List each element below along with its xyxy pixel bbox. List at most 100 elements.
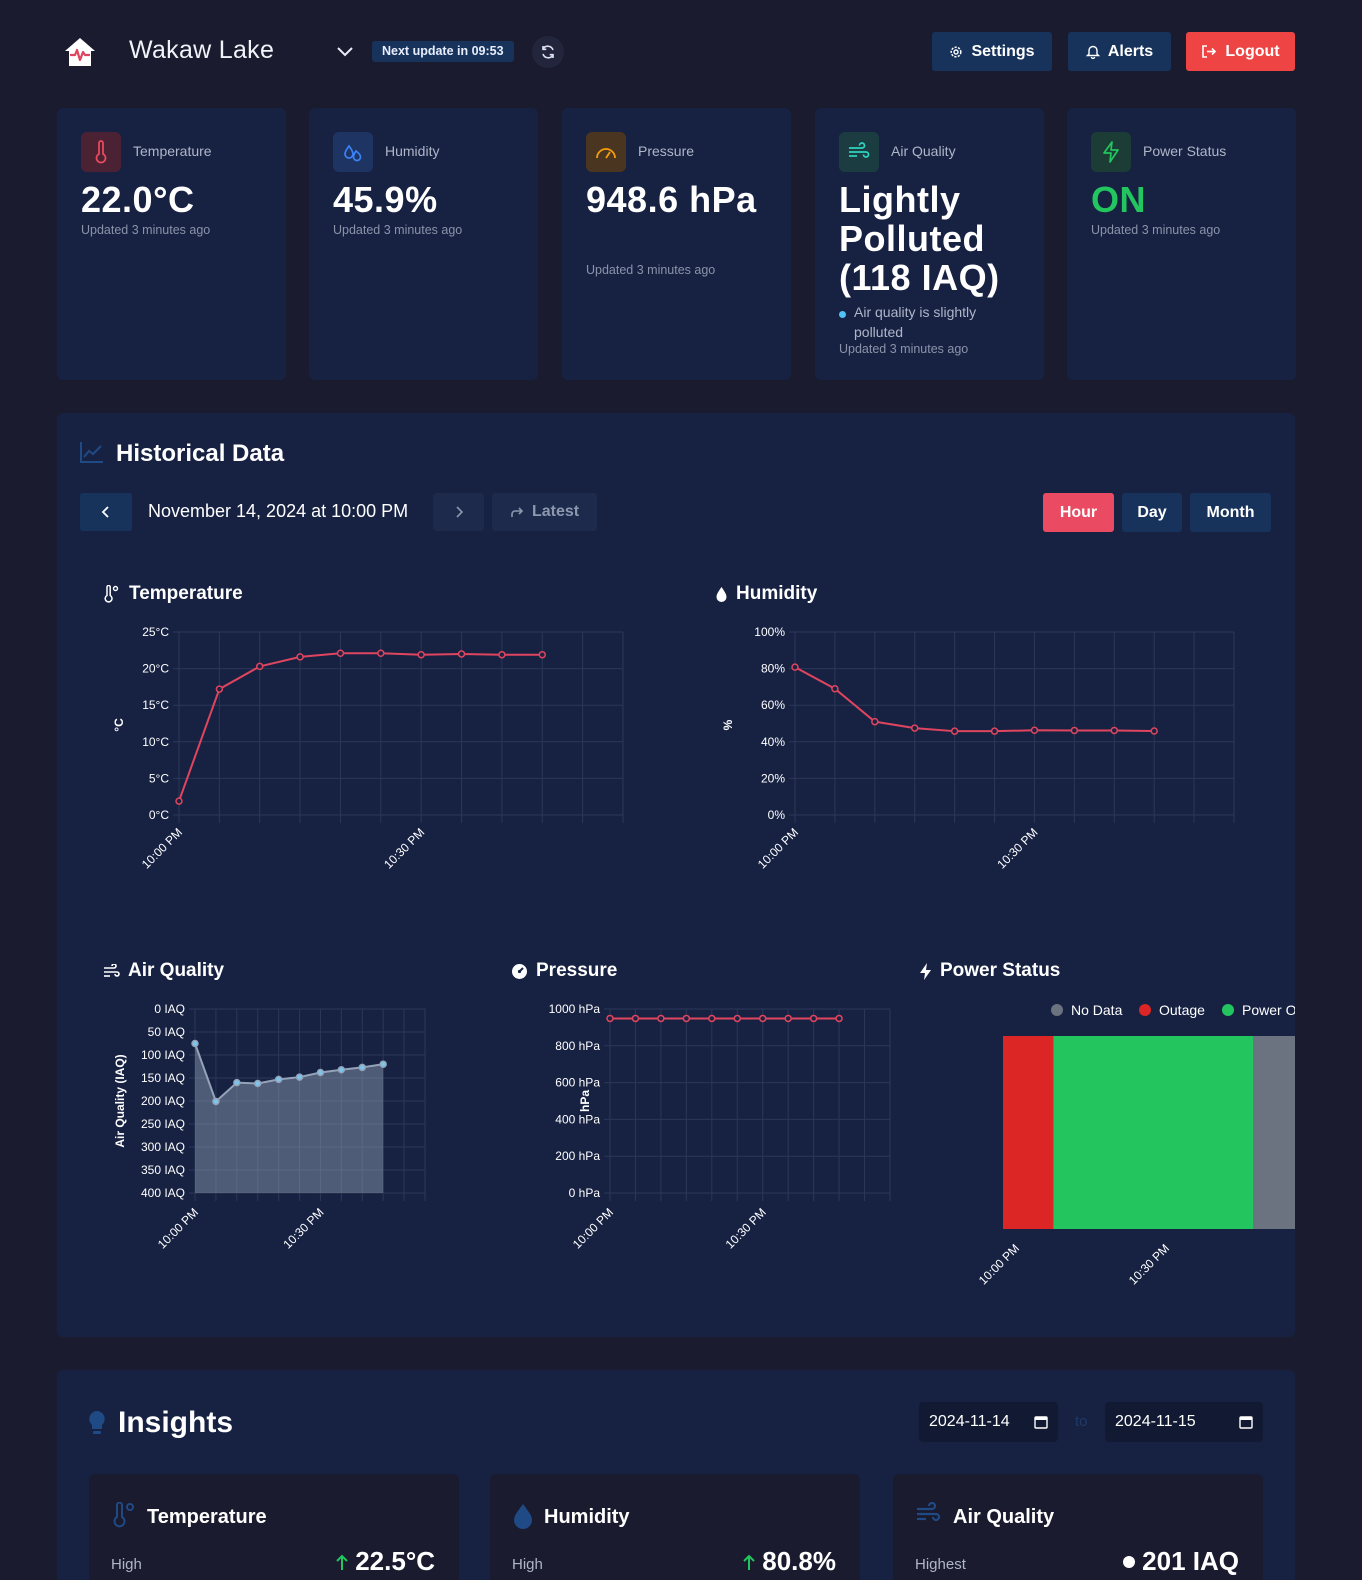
chevron-right-icon xyxy=(455,506,463,518)
data-point xyxy=(274,1075,283,1084)
data-point xyxy=(1110,726,1119,735)
air-quality-note: Air quality is slightly polluted xyxy=(839,302,1009,342)
y-tick-label: 400 hPa xyxy=(555,1112,600,1126)
x-tick-label: 10:30 PM xyxy=(723,1205,769,1251)
settings-button[interactable]: Settings xyxy=(932,32,1052,71)
y-tick-label: 40% xyxy=(761,735,785,749)
legend-swatch xyxy=(1222,1004,1234,1016)
thermometer-icon xyxy=(113,1502,134,1528)
insight-label: High xyxy=(111,1556,142,1573)
calendar-icon[interactable] xyxy=(1239,1415,1253,1429)
y-tick-label: 15°C xyxy=(142,698,169,712)
x-tick-label: 10:30 PM xyxy=(994,825,1040,871)
dot-icon xyxy=(1123,1555,1136,1568)
insight-title: Air Quality xyxy=(953,1506,1055,1528)
lightbulb-icon xyxy=(89,1411,105,1434)
alerts-button[interactable]: Alerts xyxy=(1068,32,1171,71)
insights-panel: Insights 2024-11-14 to 2024-11-15 Temper… xyxy=(57,1370,1295,1580)
humidity-card-label: Humidity xyxy=(385,143,440,159)
from-date-input[interactable]: 2024-11-14 xyxy=(919,1402,1058,1442)
refresh-button[interactable] xyxy=(532,36,564,68)
power-chart: No Data Outage Power On 10:00 PM 10:30 PM xyxy=(976,1002,1295,1287)
y-tick-label: 200 hPa xyxy=(555,1149,600,1163)
data-point xyxy=(191,1039,199,1048)
chevron-down-icon[interactable] xyxy=(335,42,355,62)
data-point xyxy=(457,650,466,658)
y-tick-label: 5°C xyxy=(149,771,169,785)
settings-label: Settings xyxy=(971,42,1035,60)
data-point xyxy=(950,727,959,735)
previous-button[interactable] xyxy=(80,493,132,531)
data-point xyxy=(337,1065,346,1074)
gauge-icon xyxy=(586,132,626,172)
data-point xyxy=(682,1014,691,1023)
x-tick-label: 10:30 PM xyxy=(381,825,427,871)
logout-button[interactable]: Logout xyxy=(1186,32,1295,71)
location-title: Wakaw Lake xyxy=(129,36,275,64)
y-tick-label: 50 IAQ xyxy=(148,1025,185,1039)
pressure-chart: 0 hPa 200 hPa 400 hPa 600 hPa 800 hPa 1000 hP… xyxy=(549,1002,891,1251)
current-date-label: November 14, 2024 at 10:00 PM xyxy=(148,501,409,521)
share-arrow-icon xyxy=(511,507,524,517)
power-card-label: Power Status xyxy=(1143,143,1227,159)
data-point xyxy=(606,1014,614,1023)
next-button[interactable] xyxy=(433,493,484,531)
humidity-card-value: 45.9% xyxy=(333,179,438,220)
data-point xyxy=(417,650,425,659)
data-point xyxy=(233,1078,241,1087)
historical-title: Historical Data xyxy=(116,440,285,467)
pressure-card-label: Pressure xyxy=(638,143,695,159)
refresh-icon xyxy=(542,45,554,59)
range-day-button[interactable]: Day xyxy=(1122,493,1182,532)
y-tick-label: 10°C xyxy=(142,735,169,749)
insight-card-humidity: Humidity High 80.8% xyxy=(490,1474,860,1580)
droplets-icon xyxy=(333,132,373,172)
droplet-icon xyxy=(716,586,727,602)
to-date-input[interactable]: 2024-11-15 xyxy=(1105,1402,1263,1442)
insight-value: 80.8% xyxy=(742,1546,836,1577)
wind-icon xyxy=(104,963,120,977)
from-date-value: 2024-11-14 xyxy=(929,1413,1010,1430)
data-point xyxy=(253,1079,262,1088)
insight-label: High xyxy=(512,1556,543,1573)
y-tick-label: 0% xyxy=(768,808,786,822)
home-heartbeat-icon[interactable] xyxy=(63,36,97,68)
y-tick-label: 20% xyxy=(761,771,785,785)
range-hour-button[interactable]: Hour xyxy=(1043,493,1114,532)
y-tick-label: 100% xyxy=(754,625,785,639)
power-chart-title: Power Status xyxy=(919,960,1060,982)
data-point xyxy=(791,663,799,671)
series-line xyxy=(178,652,543,802)
y-tick-label: 20°C xyxy=(142,662,169,676)
temperature-chart-label: Temperature xyxy=(129,583,243,604)
y-tick-label: 300 IAQ xyxy=(141,1140,185,1154)
chevron-left-icon xyxy=(101,506,109,518)
insights-title: Insights xyxy=(118,1406,234,1439)
data-point xyxy=(758,1014,767,1023)
air-quality-note-text: Air quality is slightly polluted xyxy=(854,304,977,340)
data-point xyxy=(379,1060,387,1068)
x-tick-label: 10:00 PM xyxy=(755,825,801,871)
logout-icon xyxy=(1202,45,1217,58)
arrow-up-icon xyxy=(743,1554,755,1570)
insight-value: 201 IAQ xyxy=(1122,1546,1239,1577)
insight-card-temperature: Temperature High 22.5°C xyxy=(89,1474,459,1580)
data-point xyxy=(336,649,345,657)
y-axis-label: hPa xyxy=(578,1090,592,1112)
data-point xyxy=(358,1063,367,1072)
data-point xyxy=(733,1014,742,1023)
power-segment xyxy=(1003,1036,1054,1229)
series-line xyxy=(794,666,1155,733)
power-card-value: ON xyxy=(1091,179,1146,220)
latest-button[interactable]: Latest xyxy=(492,493,597,531)
pressure-card-value: 948.6 hPa xyxy=(586,179,757,220)
legend-label: Power On xyxy=(1242,1002,1295,1018)
range-month-button[interactable]: Month xyxy=(1190,493,1271,532)
data-point xyxy=(708,1014,716,1023)
date-range-separator: to xyxy=(1075,1413,1088,1430)
temperature-card-label: Temperature xyxy=(133,143,212,159)
status-dot xyxy=(839,311,846,318)
pressure-chart-title: Pressure xyxy=(511,960,617,982)
calendar-icon[interactable] xyxy=(1034,1415,1048,1429)
lightning-icon xyxy=(1091,132,1131,172)
